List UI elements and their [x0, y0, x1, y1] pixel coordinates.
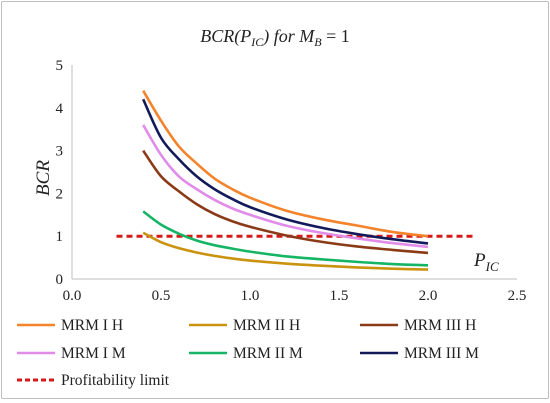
x-tick-label: 0.0 [63, 288, 82, 304]
series-lines [142, 90, 429, 271]
y-tick-label: 2 [56, 186, 64, 202]
x-axis-label: PIC [473, 250, 499, 274]
series-line-mrm-ii-m [142, 210, 429, 267]
y-axis-label: BCR [33, 160, 54, 196]
series-line-mrm-i-m [142, 124, 429, 249]
series-line-mrm-iii-h [142, 149, 429, 255]
x-tick-label: 1.5 [330, 288, 349, 304]
x-tick-label: 0.5 [152, 288, 171, 304]
series-line-mrm-iii-m [142, 98, 429, 245]
legend-label-mrm-ii-m: MRM II M [233, 345, 303, 362]
legend-label-mrm-ii-h: MRM II H [233, 317, 300, 334]
legend-label-mrm-i-h: MRM I H [61, 317, 123, 334]
y-tick-label: 5 [56, 58, 64, 74]
x-tick-label: 2.5 [508, 288, 527, 304]
legend-label-mrm-i-m: MRM I M [61, 345, 126, 362]
chart-title: BCR(PIC) for MB = 1 [200, 26, 350, 49]
bcr-chart: BCR(PIC) for MB = 1 BCR PIC 0.0 0.5 1.0 1.5… [17, 26, 527, 389]
x-tick-label: 2.0 [419, 288, 438, 304]
series-line-mrm-i-h [142, 90, 429, 238]
tick-labels: 0.0 0.5 1.0 1.5 2.0 2.5 0 1 2 3 4 5 [56, 58, 527, 304]
legend-label-profitability-limit: Profitability limit [61, 372, 170, 389]
y-tick-label: 4 [56, 101, 64, 117]
legend-label-mrm-iii-h: MRM III H [404, 317, 476, 334]
y-tick-label: 0 [56, 272, 64, 288]
legend: MRM I H MRM II H MRM III H MRM I M MRM II M M… [17, 317, 479, 389]
y-tick-label: 3 [56, 144, 64, 160]
series-line-mrm-ii-h [142, 231, 429, 271]
legend-label-mrm-iii-m: MRM III M [404, 345, 479, 362]
axes [71, 65, 517, 280]
x-tick-label: 1.0 [241, 288, 260, 304]
y-tick-label: 1 [56, 229, 64, 245]
